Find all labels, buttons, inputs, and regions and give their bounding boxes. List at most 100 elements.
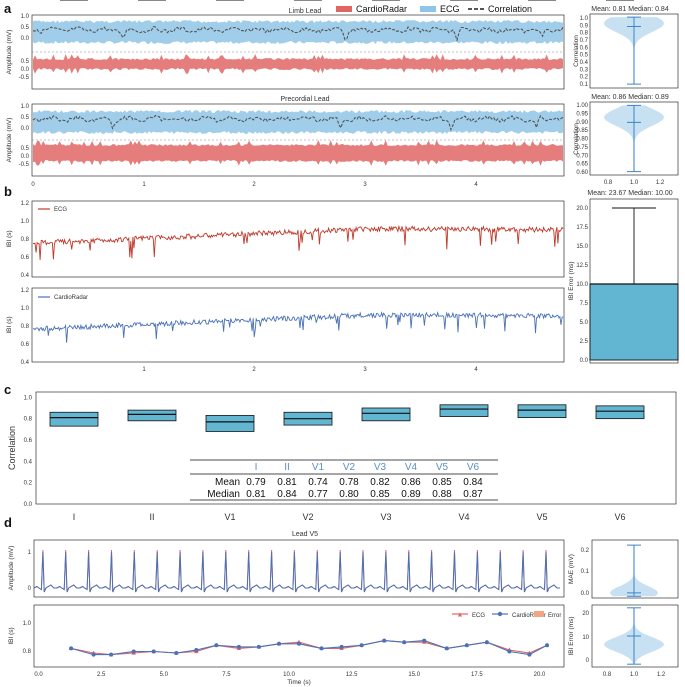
v5-ibi-radar-point-12 xyxy=(319,646,324,651)
table-header-V2: V2 xyxy=(343,462,356,473)
ibi-box-ytick-7: 2.5 xyxy=(580,339,589,345)
v5-radar-waveform xyxy=(33,551,560,593)
violin-prec-ytick-8: 0.60 xyxy=(576,170,588,176)
c-xtick-I: I xyxy=(73,512,76,522)
v5-legend-ecg-marker: ▲ xyxy=(457,612,464,619)
v5-xtick-4: 10.0 xyxy=(283,672,295,678)
v5-ibi-radar-point-22 xyxy=(527,652,532,657)
ibi-ecg-frame xyxy=(31,200,565,278)
violin-prec-yticks: 1.00 0.95 0.90 0.85 0.80 0.75 0.70 0.65 0.60 xyxy=(576,103,588,176)
b2-ytick-1: 1.0 xyxy=(21,306,30,312)
b2-ytick-4: 0.4 xyxy=(21,360,30,366)
ibi-box-ylabel: IBI Error (ms) xyxy=(568,262,575,301)
v5-ibi-radar-point-6 xyxy=(194,648,199,652)
a-xtick-4: 4 xyxy=(474,182,478,188)
violin-prec-frame xyxy=(589,101,679,176)
violin-prec-ytick-1: 0.95 xyxy=(576,111,588,117)
table-mean-I: 0.79 xyxy=(246,477,266,488)
table-header-I: I xyxy=(255,462,258,473)
violin-limb-title: Mean: 0.81 Median: 0.84 xyxy=(591,6,669,13)
v5-ibi-radar-point-11 xyxy=(297,641,301,646)
violin-prec-ytick-6: 0.70 xyxy=(576,153,588,159)
violin-prec-ytick-2: 0.90 xyxy=(576,120,588,126)
ibi-box-ytick-3: 12.5 xyxy=(576,263,588,269)
table-mean-V1: 0.74 xyxy=(308,477,328,488)
v5-ibi-ytick-0: 1.0 xyxy=(23,621,32,627)
limb-ytick-bottom-2: -0.5 xyxy=(19,75,30,81)
table-row-label-mean: Mean xyxy=(215,477,240,488)
box-body-V4 xyxy=(439,404,489,417)
violin-prec-ytick-3: 0.85 xyxy=(576,128,588,134)
violin-limb-ytick-9: 0.1 xyxy=(580,82,589,88)
v5-ibi-ytick-1: 0.8 xyxy=(23,649,32,655)
ibi-radar-legend-label: CardioRadar xyxy=(54,295,88,301)
b1-ytick-4: 0.4 xyxy=(21,273,30,279)
ibi-violin-ytick-1: 10 xyxy=(582,635,589,641)
ibi-box-ytick-4: 10.0 xyxy=(576,282,588,288)
violin-limb-ytick-0: 1.0 xyxy=(580,16,589,22)
panel-c-frame xyxy=(35,391,677,505)
v5-ibi-radar-point-8 xyxy=(236,644,241,649)
a-xtick-2: 2 xyxy=(252,182,256,188)
b2-ylabel: IBI (s) xyxy=(6,316,13,333)
table-header-V5: V5 xyxy=(436,462,449,473)
c-xtick-V3: V3 xyxy=(380,512,391,522)
ibi-violin-xtick-0: 0.8 xyxy=(603,672,612,678)
c-ytick-3: 0.4 xyxy=(24,459,33,465)
radar-amplitude-band xyxy=(33,54,563,74)
a-xtick-3: 3 xyxy=(363,182,367,188)
b-xtick-0: 1 xyxy=(142,367,146,373)
panel-a-xticks: 0 1 2 3 4 xyxy=(31,182,478,188)
panel-d-title: Lead V5 xyxy=(292,531,318,538)
ibi-violin-marks xyxy=(604,607,664,665)
correlation-trace xyxy=(32,25,564,43)
box-body-V5 xyxy=(517,404,567,418)
v5-ibi-radar-point-15 xyxy=(382,638,387,643)
table-row-label-median: Median xyxy=(207,489,240,500)
v5-xtick-2: 5.0 xyxy=(160,672,169,678)
ibi-radar-frame xyxy=(31,287,565,363)
precordial-ylabel: Amplitude (mV) xyxy=(6,118,13,163)
violin-prec-ytick-7: 0.65 xyxy=(576,162,588,168)
ibi-box-ytick-1: 17.5 xyxy=(576,225,588,231)
violin-limb-ytick-7: 0.3 xyxy=(580,67,589,73)
v5-legend-radar-label: CardioRadar xyxy=(512,613,546,619)
table-header-V6: V6 xyxy=(467,462,480,473)
ibi-violin-ytick-0: 20 xyxy=(582,611,589,617)
v5-legend-error-swatch xyxy=(534,611,544,617)
v5-ibi-radar-point-16 xyxy=(402,640,407,645)
prec-ytick-top-1: 0.5 xyxy=(21,115,30,121)
v5-ibi-radar-point-13 xyxy=(339,644,344,649)
v5-ibi-radar-point-3 xyxy=(131,649,136,654)
table-median-V2: 0.80 xyxy=(339,489,359,500)
violin-prec-ytick-5: 0.75 xyxy=(576,145,588,151)
limb-ytick-top-2: 0.0 xyxy=(21,36,30,42)
lead-v5-ibi-plot: 1.0 0.8 IBI (s) 0.0 2.5 5.0 7.5 10.0 12.5 15.0… xyxy=(8,604,565,686)
limb-ytick-bottom-1: 0.0 xyxy=(21,67,30,73)
lead-v5-waveform-plot: 1 0 Amplitude (mV) xyxy=(8,539,565,598)
ibi-error-box-plot: 20.0 17.5 15.0 12.5 10.0 7.5 5.0 2.5 0.0 IBI Err… xyxy=(568,198,679,364)
v5-ibi-radar-point-7 xyxy=(214,643,219,648)
v5-ibi-ecg-line xyxy=(70,640,548,656)
precordial-lead-title: Precordial Lead xyxy=(280,96,329,103)
table-header-V4: V4 xyxy=(405,462,418,473)
box-body-V6 xyxy=(595,405,645,420)
ibi-violin-frame xyxy=(591,604,679,668)
v5-ibi-radar-point-5 xyxy=(174,651,179,655)
ibi-box-ytick-2: 15.0 xyxy=(576,244,588,250)
v5-ibi-frame xyxy=(33,604,565,668)
mae-ytick-1: 0.1 xyxy=(581,569,590,575)
legend-label-cardioradar: CardioRadar xyxy=(356,4,407,14)
mae-ylabel: MAE (mV) xyxy=(568,554,575,584)
mae-violin-plot: 0.2 0.1 0.0 MAE (mV) xyxy=(568,539,679,599)
c-xtick-V6: V6 xyxy=(614,512,625,522)
ibi-box-ytick-0: 20.0 xyxy=(576,206,588,212)
ibi-box-marks xyxy=(589,207,679,361)
violin-limb-ytick-4: 0.6 xyxy=(580,45,589,51)
v5-ibi-radar-point-2 xyxy=(109,652,114,657)
table-mean-V5: 0.85 xyxy=(432,477,452,488)
legend-label-correlation: Correlation xyxy=(488,4,532,14)
v5-ibi-radar-point-1 xyxy=(91,652,96,657)
violin-limb-ytick-6: 0.4 xyxy=(580,60,589,66)
ibi-box-ytick-6: 5.0 xyxy=(580,320,589,326)
